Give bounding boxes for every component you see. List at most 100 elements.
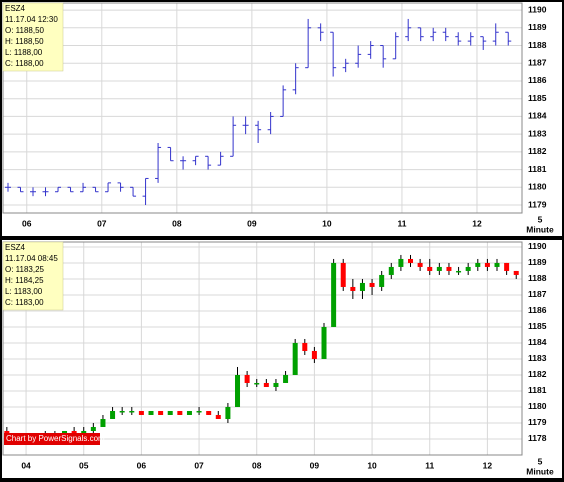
info-text: C: 1188,00	[5, 59, 44, 68]
candle-body	[283, 374, 289, 383]
info-box	[2, 241, 64, 311]
candle-body	[158, 410, 164, 415]
candle-body	[119, 410, 125, 413]
candle-body	[340, 262, 346, 287]
x-tick-label: 10	[367, 460, 377, 470]
x-tick-label: 08	[252, 460, 262, 470]
candle-body	[408, 258, 414, 263]
x-axis-label: 5	[538, 456, 543, 466]
info-text: O: 1188,50	[5, 26, 45, 35]
candle-body	[235, 374, 241, 407]
x-tick-label: 09	[247, 218, 257, 228]
y-tick-label: 1178	[528, 433, 547, 443]
x-axis-label: Minute	[526, 466, 554, 476]
candle-body	[513, 270, 519, 275]
x-axis-label: Minute	[526, 224, 554, 234]
y-tick-label: 1184	[528, 111, 547, 121]
candle-body	[129, 410, 135, 413]
candle-body	[292, 342, 298, 375]
y-tick-label: 1184	[528, 337, 547, 347]
x-tick-label: 06	[22, 218, 32, 228]
y-tick-label: 1183	[528, 128, 547, 138]
y-tick-label: 1179	[528, 417, 547, 427]
candle-body	[417, 262, 423, 267]
info-box	[2, 2, 64, 72]
candle-body	[446, 266, 452, 271]
y-tick-label: 1183	[528, 353, 547, 363]
y-tick-label: 1190	[528, 241, 547, 251]
y-tick-label: 1180	[528, 401, 547, 411]
y-tick-label: 1181	[528, 385, 547, 395]
candle-body	[436, 266, 442, 271]
candle-body	[369, 282, 375, 287]
info-text: L: 1188,00	[5, 48, 43, 57]
candle-body	[494, 262, 500, 267]
candle-body	[456, 270, 462, 273]
candle-body	[321, 326, 327, 359]
candle-body	[359, 282, 365, 291]
candle-body	[167, 410, 173, 415]
y-tick-label: 1179	[528, 199, 547, 209]
y-tick-label: 1182	[528, 146, 547, 156]
candle-body	[350, 286, 356, 291]
candle-body	[398, 258, 404, 267]
x-axis-label: 5	[538, 214, 543, 224]
candle-body	[110, 410, 116, 419]
y-tick-label: 1188	[528, 40, 547, 50]
candle-body	[302, 342, 308, 351]
panel	[2, 2, 562, 236]
candle-body	[311, 350, 317, 359]
candle-body	[196, 410, 202, 413]
info-text: H: 1188,50	[5, 37, 44, 46]
x-tick-label: 08	[172, 218, 182, 228]
candle-body	[254, 382, 260, 385]
y-tick-label: 1189	[528, 22, 547, 32]
x-tick-label: 06	[137, 460, 147, 470]
info-text: H: 1184,25	[5, 276, 44, 285]
y-tick-label: 1180	[528, 182, 547, 192]
y-tick-label: 1187	[528, 58, 547, 68]
plot-frame	[2, 241, 523, 456]
candle-body	[465, 266, 471, 271]
candle-body	[225, 406, 231, 419]
y-tick-label: 1190	[528, 4, 547, 14]
y-tick-label: 1185	[528, 93, 547, 103]
info-text: 11.17.04 12:30	[5, 15, 58, 24]
x-tick-label: 09	[310, 460, 320, 470]
x-tick-label: 12	[483, 460, 493, 470]
y-tick-label: 1187	[528, 289, 547, 299]
candle-body	[331, 262, 337, 327]
y-tick-label: 1189	[528, 257, 547, 267]
candle-body	[244, 374, 250, 383]
candle-body	[427, 266, 433, 271]
y-tick-label: 1188	[528, 273, 547, 283]
y-tick-label: 1182	[528, 369, 547, 379]
y-tick-label: 1186	[528, 305, 547, 315]
plot-frame	[2, 2, 523, 214]
candle-body	[138, 410, 144, 415]
credit-box	[4, 433, 100, 445]
y-tick-label: 1185	[528, 321, 547, 331]
candle-body	[62, 430, 68, 435]
candle-body	[273, 382, 279, 387]
candle-body	[177, 410, 183, 415]
info-text: O: 1183,25	[5, 265, 45, 274]
candle-body	[186, 410, 192, 415]
x-tick-label: 04	[21, 460, 31, 470]
candle-body	[206, 410, 212, 415]
candle-body	[90, 426, 96, 431]
candle-body	[504, 262, 510, 271]
x-tick-label: 10	[322, 218, 332, 228]
x-tick-label: 11	[397, 218, 406, 228]
x-tick-label: 12	[472, 218, 482, 228]
info-text: 11.17.04 08:45	[5, 254, 58, 263]
info-text: C: 1183,00	[5, 298, 44, 307]
candle-body	[263, 382, 269, 387]
candle-body	[388, 266, 394, 275]
candle-body	[81, 430, 87, 435]
candle-body	[148, 410, 154, 415]
x-tick-label: 05	[79, 460, 89, 470]
info-text: ESZ4	[5, 4, 26, 13]
y-tick-label: 1181	[528, 164, 547, 174]
